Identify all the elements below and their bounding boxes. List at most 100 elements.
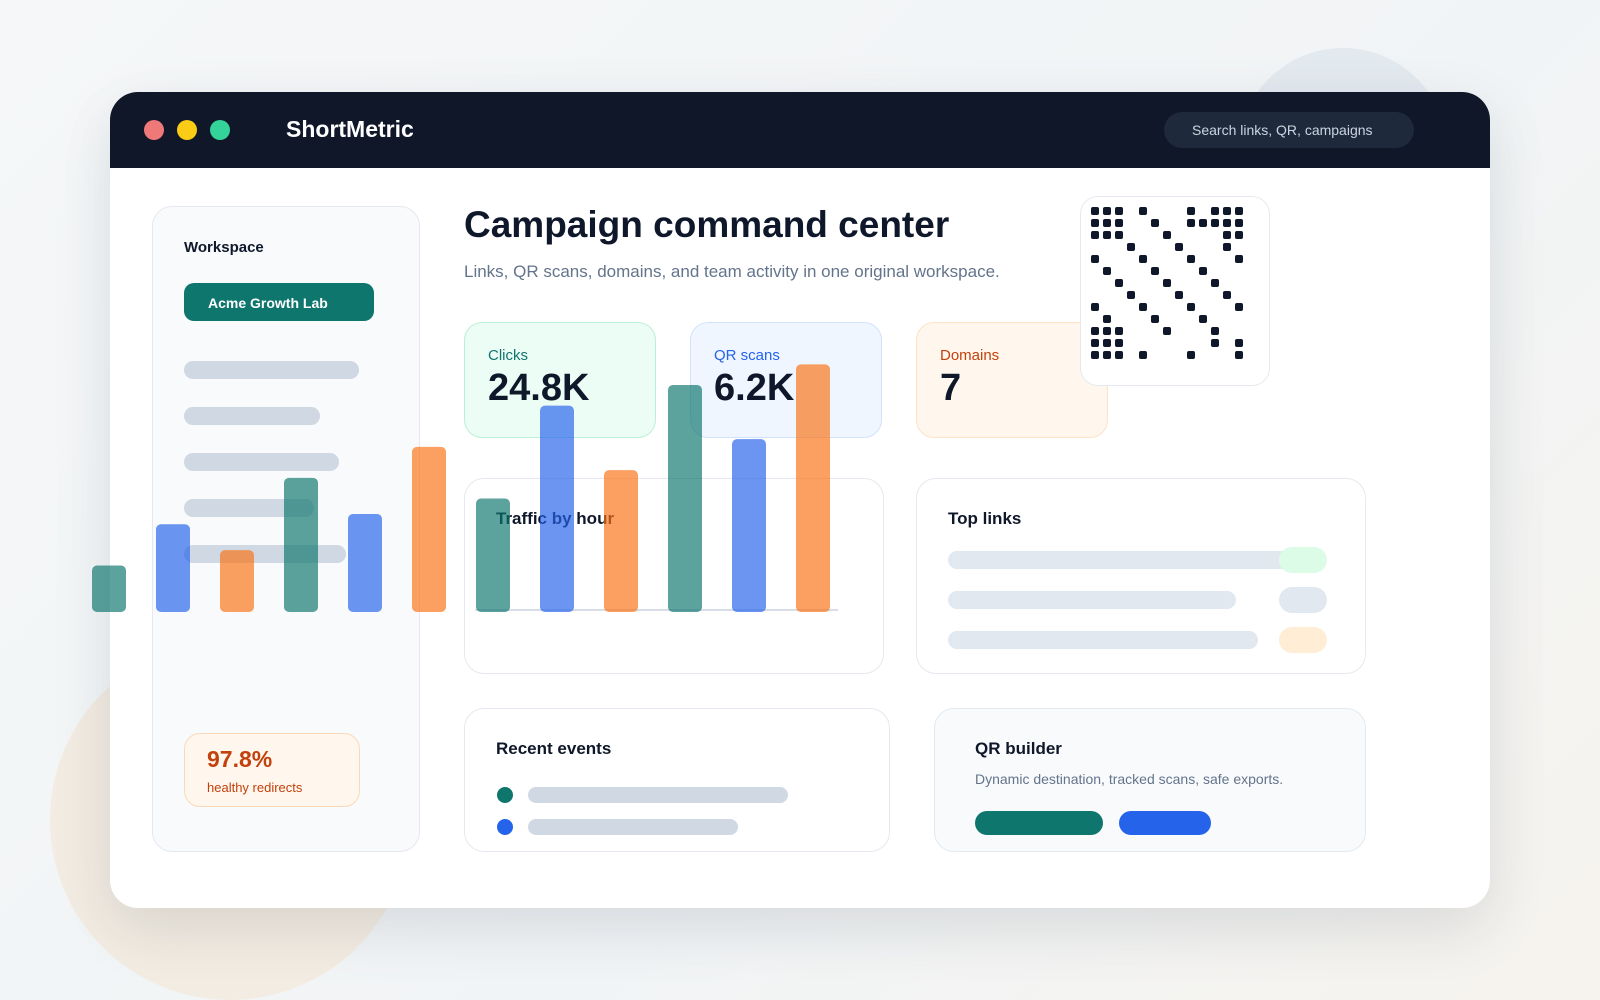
qr-builder-secondary-button[interactable] <box>1119 811 1211 835</box>
qr-module <box>1223 207 1231 215</box>
qr-module <box>1139 303 1147 311</box>
qr-module <box>1163 279 1171 287</box>
traffic-title: Traffic by hour <box>496 509 615 528</box>
event-dot <box>497 787 513 803</box>
maximize-window-button[interactable] <box>210 120 230 140</box>
stat-label: QR scans <box>714 347 780 364</box>
qr-module <box>1223 219 1231 227</box>
stat-value: 24.8K <box>488 367 590 409</box>
sidebar: Workspace Acme Growth Lab 97.8% healthy … <box>152 206 420 852</box>
health-label: healthy redirects <box>207 780 303 795</box>
event-row[interactable] <box>528 787 788 803</box>
qr-module <box>1139 255 1147 263</box>
qr-code-preview <box>1080 196 1270 386</box>
minimize-window-button[interactable] <box>177 120 197 140</box>
qr-module <box>1235 303 1243 311</box>
workspace-button[interactable]: Acme Growth Lab <box>184 283 374 321</box>
qr-module <box>1127 243 1135 251</box>
qr-module <box>1235 219 1243 227</box>
qr-module <box>1115 207 1123 215</box>
qr-module <box>1235 231 1243 239</box>
qr-module <box>1223 243 1231 251</box>
page-title: Campaign command center <box>464 204 950 245</box>
close-window-button[interactable] <box>144 120 164 140</box>
qr-builder-title: QR builder <box>975 739 1062 758</box>
qr-module <box>1151 315 1159 323</box>
qr-module <box>1115 231 1123 239</box>
qr-module <box>1139 351 1147 359</box>
stat-card-clicks[interactable]: Clicks 24.8K <box>464 322 656 438</box>
qr-module <box>1151 267 1159 275</box>
qr-module <box>1103 231 1111 239</box>
top-link-row[interactable] <box>948 551 1298 569</box>
top-links-title: Top links <box>948 509 1022 528</box>
qr-module <box>1211 207 1219 215</box>
chart-baseline <box>475 609 838 611</box>
qr-module <box>1103 207 1111 215</box>
qr-module <box>1103 315 1111 323</box>
qr-module <box>1091 327 1099 335</box>
qr-module <box>1223 231 1231 239</box>
qr-module <box>1199 219 1207 227</box>
qr-module <box>1091 231 1099 239</box>
event-row[interactable] <box>528 819 738 835</box>
page-subtitle: Links, QR scans, domains, and team activ… <box>464 262 1000 281</box>
qr-module <box>1115 351 1123 359</box>
qr-module <box>1091 219 1099 227</box>
qr-module <box>1175 243 1183 251</box>
recent-events-card: Recent events <box>464 708 890 852</box>
sidebar-nav-item[interactable] <box>184 545 346 563</box>
app-title: ShortMetric <box>286 116 414 142</box>
top-link-row[interactable] <box>948 631 1258 649</box>
qr-module <box>1115 219 1123 227</box>
qr-module <box>1091 351 1099 359</box>
recent-events-title: Recent events <box>496 739 612 758</box>
qr-module <box>1127 291 1135 299</box>
top-link-badge <box>1279 587 1327 613</box>
workspace-label: Workspace <box>184 239 264 256</box>
qr-module <box>1139 207 1147 215</box>
qr-module <box>1115 339 1123 347</box>
app-window: ShortMetric Search links, QR, campaigns … <box>110 92 1490 908</box>
qr-module <box>1091 207 1099 215</box>
sidebar-nav-item[interactable] <box>184 407 320 425</box>
top-link-badge <box>1279 627 1327 653</box>
qr-module <box>1091 339 1099 347</box>
title-bar: ShortMetric Search links, QR, campaigns <box>110 92 1490 168</box>
stat-label: Domains <box>940 347 1000 364</box>
sidebar-nav-item[interactable] <box>184 499 314 517</box>
sidebar-nav-item[interactable] <box>184 361 359 379</box>
qr-module <box>1103 327 1111 335</box>
qr-module <box>1091 303 1099 311</box>
health-badge: 97.8% healthy redirects <box>184 733 360 807</box>
qr-module <box>1175 291 1183 299</box>
stat-label: Clicks <box>488 347 528 364</box>
qr-module <box>1103 339 1111 347</box>
stat-value: 6.2K <box>714 367 795 409</box>
event-dot <box>497 819 513 835</box>
qr-module <box>1163 231 1171 239</box>
top-link-row[interactable] <box>948 591 1236 609</box>
qr-builder-primary-button[interactable] <box>975 811 1103 835</box>
qr-module <box>1187 255 1195 263</box>
qr-builder-description: Dynamic destination, tracked scans, safe… <box>975 771 1284 787</box>
qr-builder-card: QR builder Dynamic destination, tracked … <box>934 708 1366 852</box>
qr-module <box>1187 303 1195 311</box>
qr-module <box>1235 339 1243 347</box>
qr-module <box>1103 219 1111 227</box>
qr-module <box>1103 267 1111 275</box>
qr-module <box>1115 279 1123 287</box>
qr-module <box>1103 351 1111 359</box>
sidebar-nav-item[interactable] <box>184 453 339 471</box>
qr-module <box>1235 255 1243 263</box>
search-input[interactable]: Search links, QR, campaigns <box>1164 112 1414 148</box>
qr-module <box>1223 291 1231 299</box>
qr-module <box>1163 327 1171 335</box>
qr-module <box>1115 327 1123 335</box>
stat-card-domains[interactable]: Domains 7 <box>916 322 1108 438</box>
qr-module <box>1187 219 1195 227</box>
qr-module <box>1211 327 1219 335</box>
stat-card-qr-scans[interactable]: QR scans 6.2K <box>690 322 882 438</box>
top-links-card: Top links <box>916 478 1366 674</box>
traffic-card: Traffic by hour <box>464 478 884 674</box>
